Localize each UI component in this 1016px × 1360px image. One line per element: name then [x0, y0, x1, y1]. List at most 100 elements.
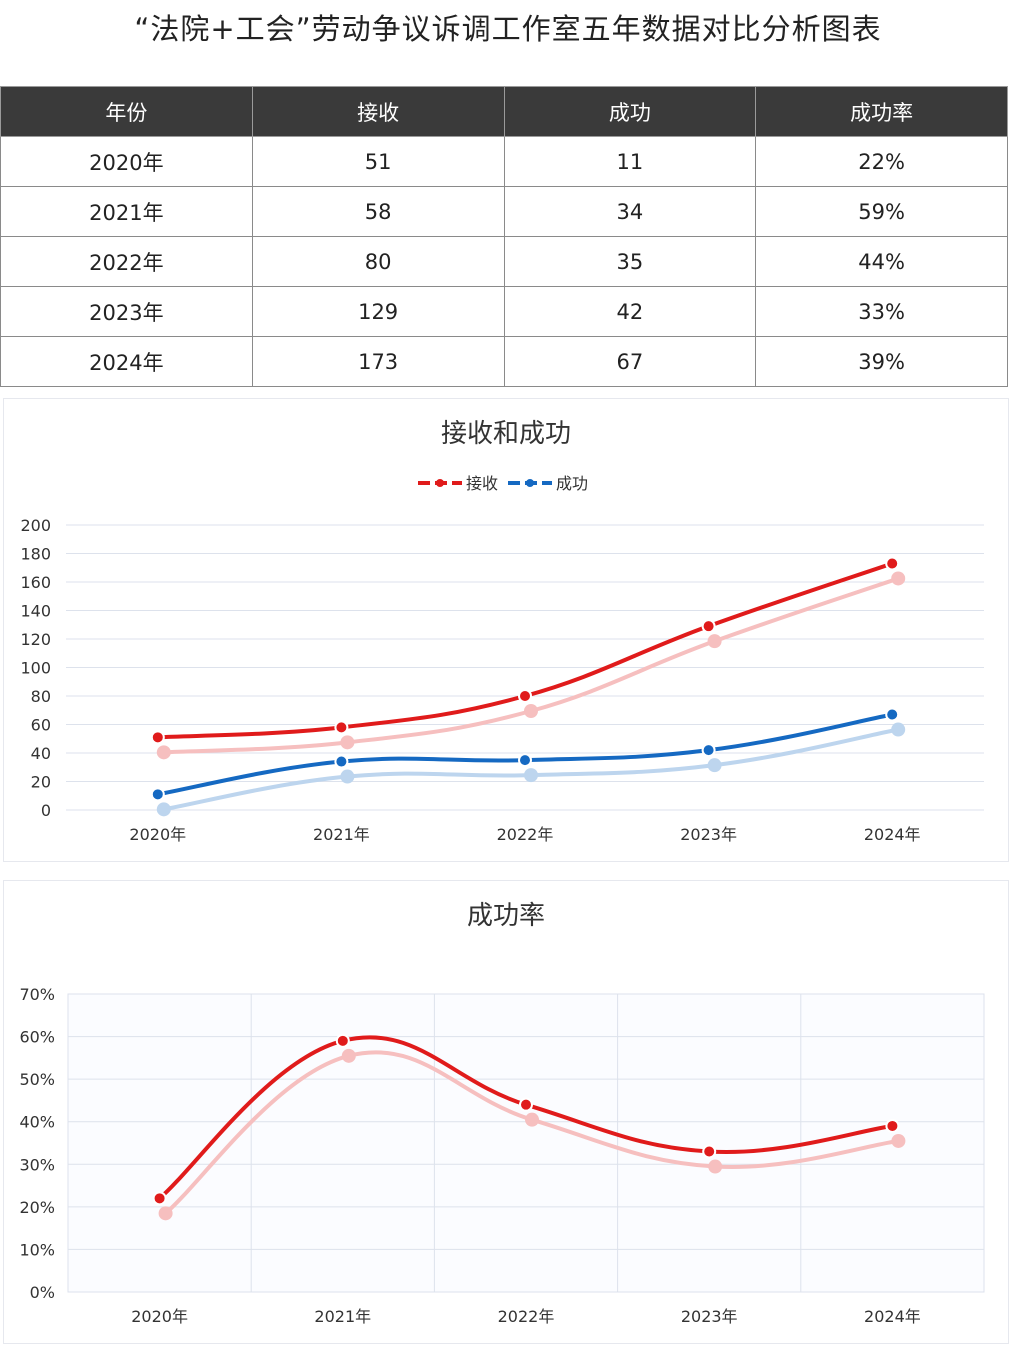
data-point [885, 556, 900, 571]
y-tick-label: 80 [31, 687, 51, 706]
data-point [152, 1191, 167, 1206]
y-tick-label: 0% [30, 1283, 55, 1302]
series-shadow-point [524, 768, 538, 783]
y-tick-label: 200 [20, 516, 51, 535]
data-point [335, 1033, 350, 1048]
table-cell: 22% [755, 136, 1008, 187]
y-tick-label: 50% [19, 1070, 55, 1089]
table-cell: 67 [503, 336, 757, 387]
y-tick-label: 40 [31, 744, 51, 763]
y-tick-label: 180 [20, 545, 51, 564]
series-shadow-point [341, 1048, 356, 1063]
success-rate-chart-panel: 成功率 0% 10% 20% 30% 40% 50% 60% 70% 2020年 2021年 2022… [3, 880, 1009, 1344]
y-tick-label: 140 [20, 602, 51, 621]
x-tick-label: 2024年 [864, 1307, 921, 1326]
plot-area-border [67, 993, 985, 1293]
table-cell: 2020年 [0, 136, 253, 187]
x-tick-label: 2020年 [131, 1307, 188, 1326]
series-shadow-point [156, 802, 171, 817]
legend-label: 成功 [556, 474, 588, 493]
data-point [519, 1097, 533, 1112]
series-shadow-point [158, 1206, 173, 1221]
table-cell: 51 [251, 136, 505, 187]
y-tick-label: 40% [19, 1113, 55, 1132]
y-tick-label: 20 [31, 773, 51, 792]
table-cell: 129 [251, 286, 505, 337]
chart-title: 接收和成功 [441, 419, 571, 449]
y-tick-label: 30% [19, 1155, 55, 1174]
x-tick-label: 2023年 [680, 825, 737, 844]
data-point [702, 1144, 717, 1159]
table-cell: 11 [503, 136, 757, 187]
data-point [701, 743, 716, 758]
data-point [885, 707, 900, 722]
series-shadow-point [707, 634, 722, 649]
series-shadow-line [163, 576, 899, 755]
series-shadow-point [156, 745, 171, 760]
table-cell: 42 [503, 286, 757, 337]
table-cell: 39% [755, 336, 1008, 387]
page-title: “法院+工会”劳动争议诉调工作室五年数据对比分析图表 [134, 12, 882, 46]
chart-title: 成功率 [467, 901, 545, 931]
series-shadow-point [340, 769, 355, 784]
y-tick-label: 160 [20, 573, 51, 592]
y-tick-label: 60% [19, 1028, 55, 1047]
data-point [885, 1118, 900, 1133]
legend-marker [526, 479, 534, 487]
table-cell: 33% [755, 286, 1008, 337]
series-shadow-point [708, 1159, 723, 1174]
data-point [150, 787, 165, 802]
table-row: 2021年 58 34 59% [0, 186, 1008, 237]
table-cell: 173 [251, 336, 505, 387]
series-line [158, 1035, 893, 1200]
data-point [518, 689, 532, 703]
series-shadow-point [891, 722, 906, 737]
table-row: 2022年 80 35 44% [0, 236, 1008, 287]
table-cell: 2022年 [0, 236, 253, 287]
y-tick-label: 70% [19, 985, 55, 1004]
data-table: 年份 接收 成功 成功率 2020年 51 11 22% 2021年 58 34… [0, 86, 1008, 387]
y-tick-label: 20% [19, 1198, 55, 1217]
x-tick-label: 2021年 [313, 825, 370, 844]
series-shadow-point [525, 1112, 539, 1127]
x-tick-label: 2024年 [864, 825, 921, 844]
column-header-success-rate: 成功率 [755, 86, 1008, 137]
x-tick-label: 2021年 [314, 1307, 371, 1326]
y-tick-label: 100 [20, 659, 51, 678]
series-shadow-point [707, 758, 722, 773]
y-tick-label: 10% [19, 1240, 55, 1259]
series-shadow-point [524, 704, 538, 718]
success-rate-chart: 成功率 0% 10% 20% 30% 40% 50% 60% 70% 2020年 2021年 2022… [19, 901, 985, 1326]
data-point [518, 753, 532, 768]
received-success-chart-panel: 接收和成功 0 20 40 60 80 100 120 140 160 180 200 2020年 202… [3, 398, 1009, 862]
table-cell: 80 [251, 236, 505, 287]
x-tick-label: 2023年 [681, 1307, 738, 1326]
legend-marker [436, 479, 444, 487]
data-point [334, 720, 349, 735]
table-row: 2020年 51 11 22% [0, 136, 1008, 187]
legend-label: 接收 [466, 474, 498, 493]
x-tick-label: 2022年 [497, 825, 554, 844]
received-success-chart: 接收和成功 0 20 40 60 80 100 120 140 160 180 200 2020年 202… [20, 419, 984, 844]
data-point [701, 619, 716, 634]
x-tick-label: 2020年 [129, 825, 186, 844]
data-point [334, 754, 349, 769]
table-cell: 2023年 [0, 286, 253, 337]
data-point [150, 730, 165, 745]
y-tick-label: 0 [41, 801, 51, 820]
table-cell: 2024年 [0, 336, 253, 387]
table-cell: 59% [755, 186, 1008, 237]
column-header-year: 年份 [0, 86, 253, 137]
table-row: 2024年 173 67 39% [0, 336, 1008, 387]
table-row: 2023年 129 42 33% [0, 286, 1008, 337]
series-shadow-line [164, 1050, 899, 1215]
series-shadow-point [891, 571, 906, 586]
table-cell: 35 [503, 236, 757, 287]
column-header-success: 成功 [503, 86, 757, 137]
table-cell: 2021年 [0, 186, 253, 237]
table-cell: 58 [251, 186, 505, 237]
x-tick-label: 2022年 [498, 1307, 555, 1326]
column-header-received: 接收 [251, 86, 505, 137]
series-shadow-point [891, 1133, 906, 1148]
y-tick-label: 120 [20, 630, 51, 649]
